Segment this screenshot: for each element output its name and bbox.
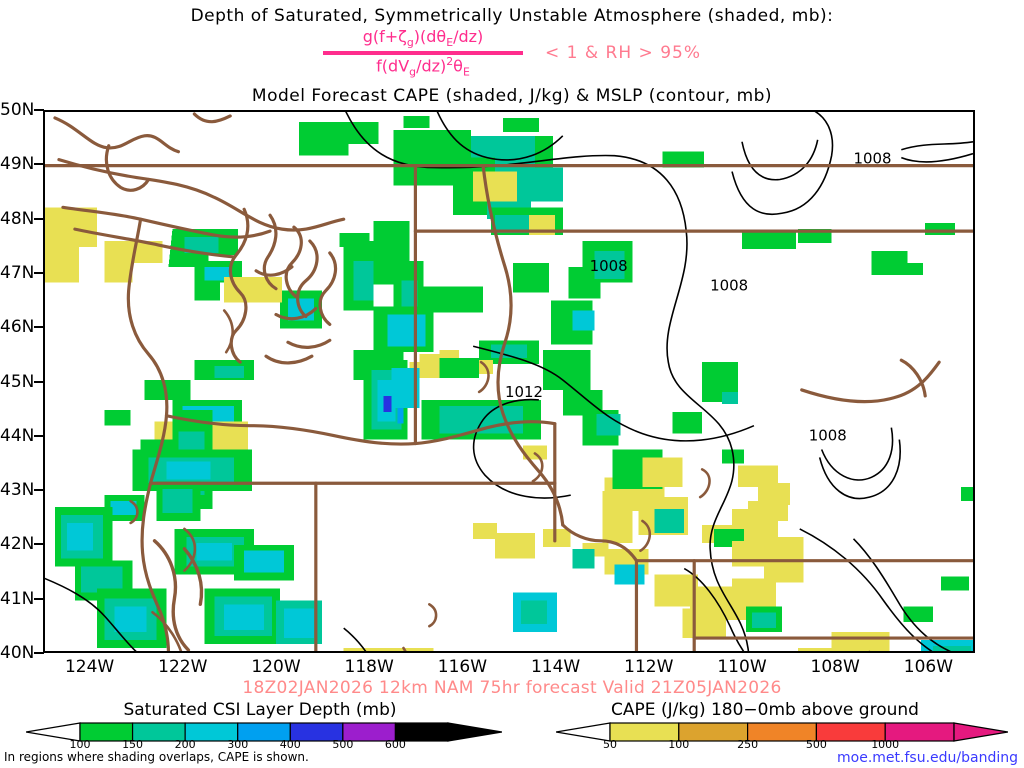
colorbar-csi-depth[interactable]	[26, 722, 502, 742]
csi-colorbar-tick-label: 200	[174, 738, 196, 751]
source-url[interactable]: moe.met.fsu.edu/banding	[837, 750, 1018, 766]
formula-fraction: g(f+ζg)(dθE/dz) f(dVg/dz)2θE	[323, 27, 524, 79]
csi-colorbar-tick-label: 400	[279, 738, 301, 751]
lon-tick-label: 114W	[530, 657, 581, 677]
lat-tick	[34, 652, 44, 654]
lat-tick	[34, 217, 44, 220]
colorbar-left-title: Saturated CSI Layer Depth (mb)	[123, 700, 397, 720]
lat-tick-label: 48N	[0, 208, 35, 229]
lat-tick	[34, 109, 44, 111]
overlap-note: In regions where shading overlaps, CAPE …	[4, 750, 309, 764]
lat-tick-label: 50N	[0, 100, 35, 120]
contour-label-1008-c: 1008	[710, 277, 748, 295]
lat-tick	[34, 597, 44, 600]
formula-condition: < 1 & RH > 95%	[545, 43, 701, 64]
lon-tick-label: 108W	[810, 657, 860, 677]
colorbar-cape[interactable]	[556, 722, 1008, 742]
csi-colorbar-tick-label: 300	[227, 738, 249, 751]
csi-formula: g(f+ζg)(dθE/dz) f(dVg/dz)2θE < 1 & RH > …	[0, 27, 1024, 79]
lon-tick-label: 124W	[64, 657, 115, 677]
csi-colorbar-over-arrow	[447, 722, 502, 742]
formula-numerator: g(f+ζg)(dθE/dz)	[362, 27, 484, 50]
lat-tick	[34, 434, 44, 437]
cape-colorbar-tick-label: 250	[737, 738, 759, 751]
cape-colorbar-tick-label: 500	[805, 738, 827, 751]
formula-denominator: f(dVg/dz)2θE	[376, 54, 470, 79]
csi-colorbar-tick-label: 100	[69, 738, 91, 751]
lat-tick-label: 49N	[0, 154, 35, 175]
csi-shading-layer	[45, 115, 973, 651]
lon-tick-label: 110W	[717, 657, 767, 677]
lon-tick-label: 112W	[624, 657, 674, 677]
contour-label-1008-b: 1008	[590, 257, 628, 275]
lon-tick-label: 106W	[903, 657, 954, 677]
page-subtitle: Model Forecast CAPE (shaded, J/kg) & MSL…	[251, 86, 773, 106]
forecast-valid-line: 18Z02JAN2026 12km NAM 75hr forecast Vali…	[242, 678, 782, 698]
csi-colorbar-tick-label: 150	[122, 738, 144, 751]
lat-tick-label: 46N	[0, 317, 35, 338]
lat-tick-label: 41N	[0, 588, 35, 609]
csi-colorbar-tick-label: 600	[384, 738, 406, 751]
lon-tick-label: 118W	[344, 657, 394, 677]
cape-colorbar-over-arrow	[953, 722, 1008, 742]
lat-tick	[34, 326, 44, 329]
lon-tick-label: 122W	[158, 657, 208, 677]
formula-divider	[323, 50, 524, 55]
lat-tick	[34, 543, 44, 546]
colorbar-right-title: CAPE (J/kg) 180−0mb above ground	[611, 700, 919, 720]
cape-colorbar-under-arrow	[556, 722, 611, 742]
lon-tick-label: 120W	[251, 657, 301, 677]
lat-tick-label: 40N	[0, 643, 35, 663]
lat-tick-label: 42N	[0, 534, 35, 555]
cape-colorbar-tick-label: 100	[668, 738, 690, 751]
lat-tick	[34, 489, 44, 492]
map-plot-area[interactable]: 1008 1008 1008 1012 1008	[43, 110, 975, 653]
lat-tick	[34, 163, 44, 166]
lat-tick-label: 47N	[0, 262, 35, 283]
state-boundary-layer	[45, 112, 973, 651]
lon-tick-label: 116W	[437, 657, 488, 677]
map-canvas: 1008 1008 1008 1012 1008	[45, 112, 973, 651]
contour-label-1008-d: 1008	[809, 427, 847, 445]
contour-label-1008-a: 1008	[854, 150, 892, 168]
contour-label-layer: 1008 1008 1008 1012 1008	[505, 150, 891, 445]
mslp-contour-layer	[45, 112, 973, 651]
cape-colorbar-tick-label: 1000	[871, 738, 900, 751]
page-title: Depth of Saturated, Symmetrically Unstab…	[190, 6, 834, 26]
csi-colorbar-svg	[26, 722, 502, 742]
cape-colorbar-tick-label: 50	[603, 738, 617, 751]
csi-colorbar-tick-label: 500	[332, 738, 354, 751]
lat-tick-label: 44N	[0, 425, 35, 446]
lat-tick-label: 45N	[0, 371, 35, 392]
lat-tick	[34, 380, 44, 383]
cape-colorbar-svg	[556, 722, 1008, 742]
contour-label-1012: 1012	[505, 383, 543, 401]
lat-tick	[34, 271, 44, 274]
lat-tick-label: 43N	[0, 480, 35, 501]
